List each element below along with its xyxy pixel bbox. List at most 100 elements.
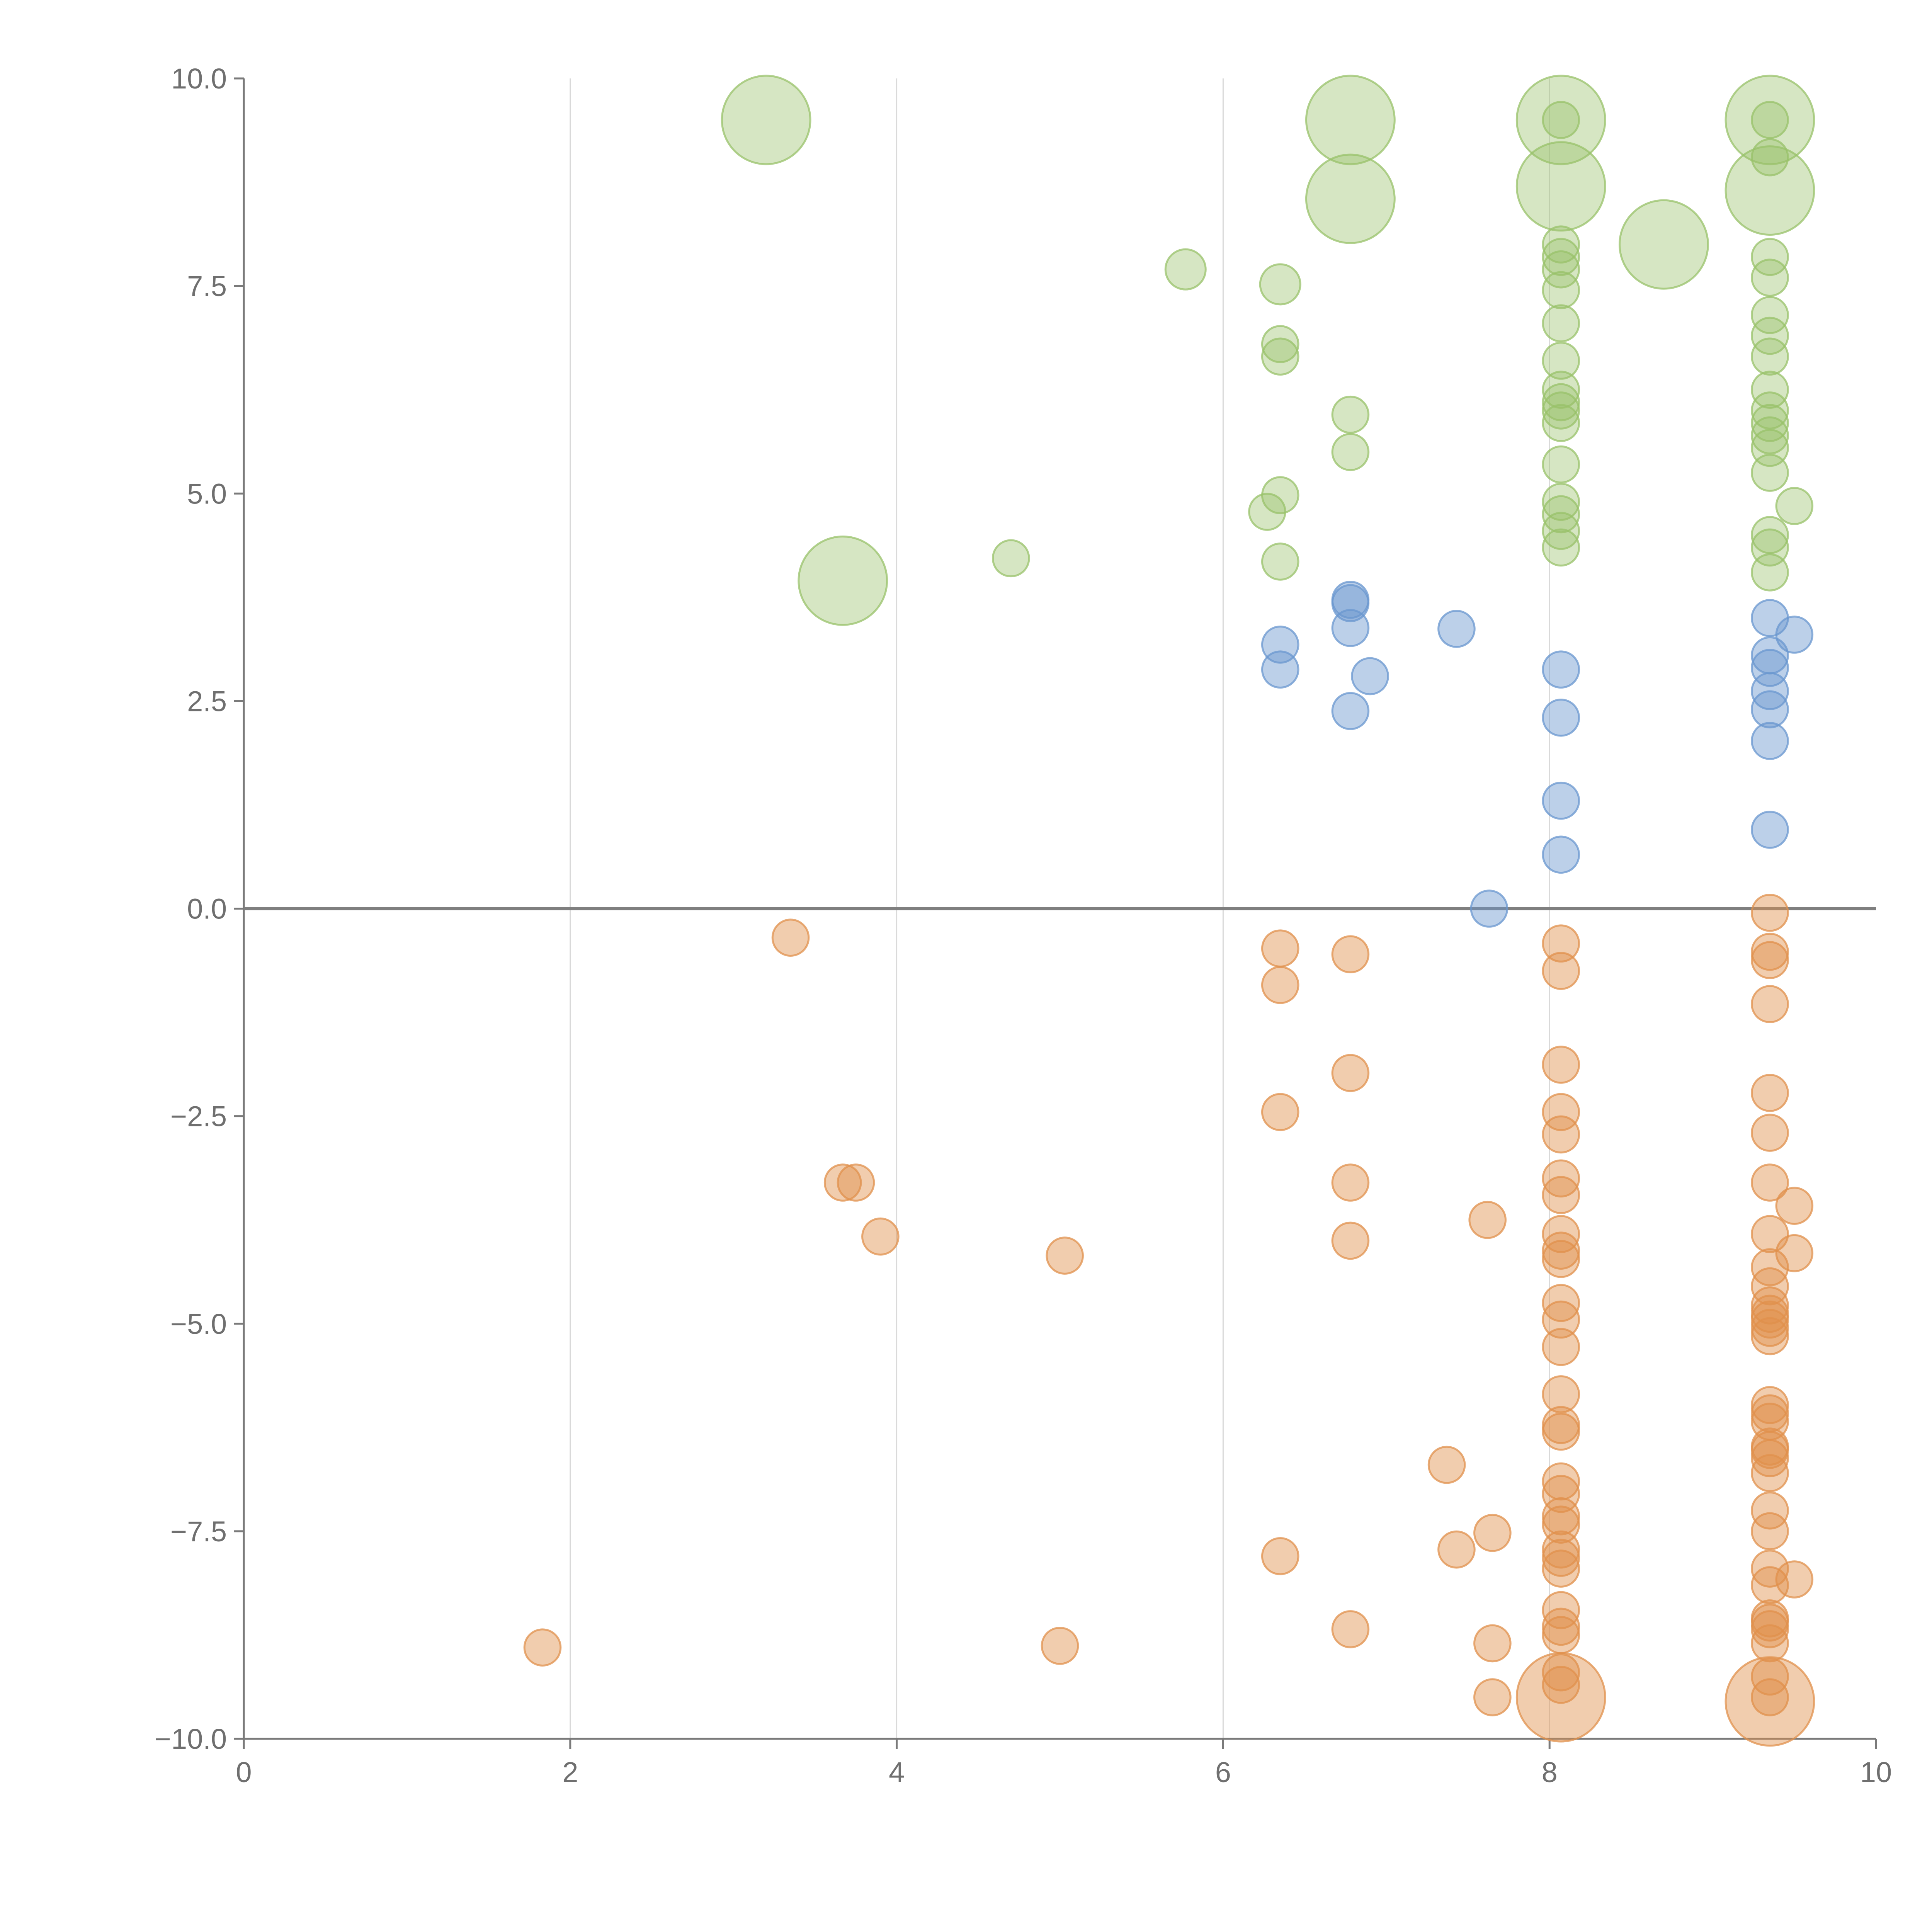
- data-point: [1331, 1221, 1370, 1260]
- data-point: [1542, 1231, 1580, 1270]
- data-point: [1305, 153, 1396, 244]
- axis-layer: [234, 77, 1877, 1749]
- data-point: [992, 539, 1030, 578]
- data-point: [1351, 657, 1389, 696]
- data-point: [1542, 1300, 1580, 1339]
- data-point: [1751, 296, 1789, 334]
- data-point: [1725, 75, 1815, 165]
- data-point: [861, 1217, 900, 1256]
- data-point: [1542, 952, 1580, 990]
- x-tick-label: 6: [1215, 1756, 1231, 1788]
- data-point: [1542, 1115, 1580, 1154]
- data-point: [1751, 1286, 1789, 1325]
- data-point: [1751, 1678, 1789, 1716]
- y-tick-label: −5.0: [170, 1308, 227, 1340]
- data-point: [1542, 101, 1580, 139]
- y-tick-label: 7.5: [187, 270, 227, 302]
- data-point: [1542, 1653, 1580, 1692]
- data-point: [1751, 1624, 1789, 1663]
- data-point: [1542, 1159, 1580, 1198]
- data-point: [1775, 1187, 1814, 1225]
- data-point: [1751, 454, 1789, 492]
- data-point: [1470, 889, 1509, 928]
- data-point: [1751, 259, 1789, 297]
- data-point: [1751, 1317, 1789, 1355]
- data-point: [1725, 145, 1815, 236]
- data-point: [1542, 1284, 1580, 1322]
- data-point: [1542, 371, 1580, 409]
- data-point: [1542, 383, 1580, 422]
- data-point: [1751, 416, 1789, 455]
- data-point: [1542, 1412, 1580, 1451]
- data-point: [1775, 1560, 1814, 1599]
- x-tick-label: 0: [236, 1756, 252, 1788]
- data-point: [1331, 692, 1370, 730]
- data-point: [1515, 1652, 1606, 1743]
- data-point: [1542, 445, 1580, 484]
- data-point: [1542, 1475, 1580, 1513]
- data-point: [1542, 1539, 1580, 1577]
- data-point: [1542, 512, 1580, 550]
- y-tick-label: 10.0: [171, 63, 227, 95]
- data-point: [1473, 1678, 1512, 1716]
- data-point: [1331, 1610, 1370, 1648]
- data-point: [1261, 966, 1299, 1004]
- data-point: [1542, 1530, 1580, 1569]
- data-point: [1515, 75, 1606, 165]
- data-point: [1542, 1240, 1580, 1278]
- data-point: [1331, 1163, 1370, 1202]
- data-point: [1261, 1537, 1299, 1575]
- data-point: [1751, 1300, 1789, 1339]
- y-tick-label: −7.5: [170, 1515, 227, 1548]
- x-tick-label: 10: [1860, 1756, 1892, 1788]
- data-point: [1751, 893, 1789, 932]
- data-point: [1331, 935, 1370, 973]
- data-point: [1751, 138, 1789, 177]
- y-tick-label: 0.0: [187, 893, 227, 925]
- data-point: [1261, 337, 1299, 376]
- data-point: [1751, 649, 1789, 687]
- data-point: [1751, 1439, 1789, 1478]
- data-point: [837, 1163, 875, 1202]
- data-point: [1751, 1566, 1789, 1604]
- data-point: [1542, 1616, 1580, 1654]
- data-point: [1542, 781, 1580, 820]
- data-point: [1542, 528, 1580, 567]
- data-point: [1751, 316, 1789, 355]
- x-tick-label: 2: [562, 1756, 578, 1788]
- data-point: [1542, 483, 1580, 521]
- data-point: [1468, 1201, 1507, 1239]
- data-point: [1437, 1530, 1476, 1569]
- data-point: [1751, 1610, 1789, 1648]
- data-point: [1751, 553, 1789, 592]
- data-point: [1751, 1454, 1789, 1492]
- data-point: [1751, 516, 1789, 554]
- x-tick-label: 4: [889, 1756, 905, 1788]
- data-point: [1775, 616, 1814, 654]
- data-point: [1259, 263, 1301, 306]
- tick-labels-layer: 10.0 7.5 5.0 2.5 0.0 −2.5 −5.0 −7.5 −10.0 0 2 4 6 8 10: [155, 63, 1892, 1788]
- data-point: [1751, 985, 1789, 1023]
- data-point: [1248, 493, 1286, 531]
- y-tick-label: −2.5: [170, 1100, 227, 1133]
- data-point: [1751, 238, 1789, 276]
- data-point: [1542, 1462, 1580, 1501]
- data-point: [1618, 199, 1709, 290]
- data-point: [1751, 1309, 1789, 1347]
- data-point: [1542, 924, 1580, 963]
- data-point: [1751, 1074, 1789, 1112]
- data-point: [1751, 1386, 1789, 1424]
- data-point: [1542, 1176, 1580, 1214]
- data-point: [1542, 1549, 1580, 1588]
- data-point: [1542, 1607, 1580, 1646]
- data-point: [1041, 1627, 1079, 1665]
- data-point: [1473, 1624, 1512, 1663]
- data-point: [1542, 1046, 1580, 1084]
- data-point: [721, 75, 811, 165]
- data-point: [1331, 395, 1370, 434]
- data-point: [1542, 650, 1580, 689]
- y-tick-label: 5.0: [187, 478, 227, 510]
- data-point: [1542, 391, 1580, 430]
- data-point: [1751, 811, 1789, 849]
